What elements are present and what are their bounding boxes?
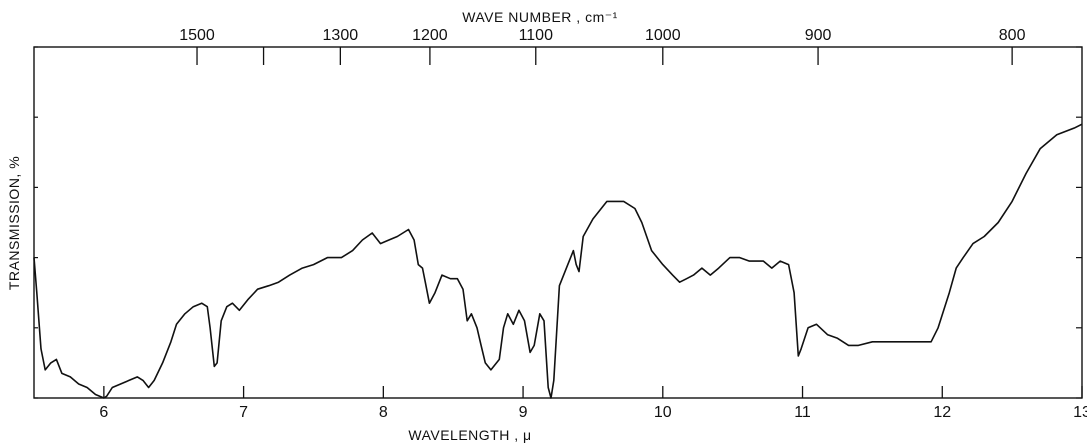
top-tick-label: 900 [805, 27, 832, 44]
x-tick-label: 6 [99, 404, 108, 421]
top-tick-label: 1500 [179, 27, 215, 44]
x-tick-label: 8 [379, 404, 388, 421]
top-tick-label: 1100 [519, 27, 554, 44]
plot-frame [33, 46, 1083, 399]
x-tick-label: 13 [1073, 404, 1087, 421]
top-tick-label: 800 [999, 27, 1026, 44]
top-tick-label: 1200 [412, 27, 448, 44]
x-tick-label: 11 [794, 404, 811, 421]
x-axis-title: WAVELENGTH , μ [408, 427, 531, 443]
series-layer [33, 123, 1083, 399]
x-tick-label: 7 [239, 404, 248, 421]
plot-border [33, 46, 1083, 399]
top-axis: 1500 1300 1200 1100 1000 900 800 [179, 27, 1026, 65]
top-tick-label: 1300 [323, 27, 359, 44]
bottom-axis: 6 7 8 9 10 11 12 13 [99, 386, 1087, 421]
top-axis-title: WAVE NUMBER , cm⁻¹ [462, 9, 618, 25]
x-tick-label: 9 [519, 404, 528, 421]
top-tick-label: 1000 [645, 27, 681, 44]
y-axis-title: TRANSMISSION, % [6, 156, 22, 290]
x-tick-label: 10 [654, 404, 672, 421]
right-axis [1076, 46, 1082, 399]
spectrum-line [33, 123, 1083, 399]
x-tick-label: 12 [933, 404, 951, 421]
